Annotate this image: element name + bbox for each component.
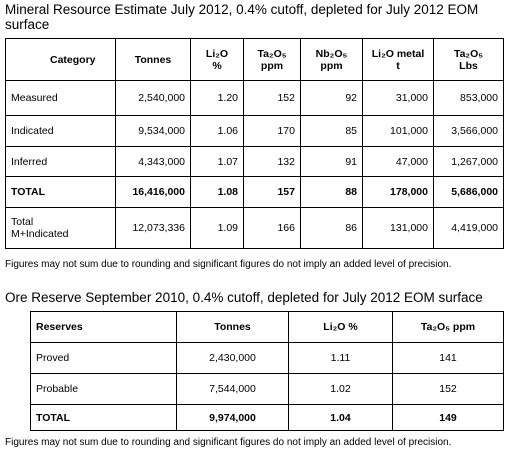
table-row: Indicated 9,534,000 1.06 170 85 101,000 3,566,… bbox=[5, 115, 504, 147]
table-cell: 88 bbox=[300, 176, 363, 208]
table-cell: 9,974,000 bbox=[176, 404, 289, 431]
table-cell: 1.02 bbox=[288, 373, 393, 405]
table-cell: 152 bbox=[392, 373, 504, 405]
table-cell: 4,343,000 bbox=[115, 146, 191, 177]
table-cell: 47,000 bbox=[362, 146, 434, 177]
table-row: Total M+Indicated 12,073,336 1.09 166 86 131,… bbox=[5, 207, 504, 249]
table-cell: 85 bbox=[300, 115, 363, 147]
table-cell: 1.20 bbox=[190, 80, 244, 116]
reserve-table: Reserves Tonnes Li₂O % Ta₂O₅ ppm Proved 2,430… bbox=[30, 311, 504, 431]
header-row: Reserves Tonnes Li₂O % Ta₂O₅ ppm bbox=[30, 311, 504, 343]
header-cell: Li₂O % bbox=[190, 38, 244, 81]
table-cell: 131,000 bbox=[362, 207, 434, 249]
table-row: Probable 7,544,000 1.02 152 bbox=[30, 373, 504, 405]
table-cell: 4,419,000 bbox=[433, 207, 504, 249]
table-cell: 1,267,000 bbox=[433, 146, 504, 177]
table-row: Measured 2,540,000 1.20 152 92 31,000 853,000 bbox=[5, 80, 504, 116]
table-cell: 2,540,000 bbox=[115, 80, 191, 116]
table-cell: 12,073,336 bbox=[115, 207, 191, 249]
table-cell: 157 bbox=[243, 176, 301, 208]
table-cell: 101,000 bbox=[362, 115, 434, 147]
header-cell: Ta₂O₅ Lbs bbox=[433, 38, 504, 81]
table-cell: 141 bbox=[392, 342, 504, 374]
table-cell: 2,430,000 bbox=[176, 342, 289, 374]
table-cell: Proved bbox=[30, 342, 177, 374]
table-cell: 1.06 bbox=[190, 115, 244, 147]
table-cell: 86 bbox=[300, 207, 363, 249]
table-cell: 170 bbox=[243, 115, 301, 147]
reserve-note: Figures may not sum due to rounding and … bbox=[5, 437, 452, 448]
table-cell: 9,534,000 bbox=[115, 115, 191, 147]
resource-table: Category Tonnes Li₂O % Ta₂O₅ ppm Nb₂O₅ ppm Li… bbox=[5, 38, 504, 249]
header-cell: Reserves bbox=[30, 311, 177, 343]
table-cell: 5,686,000 bbox=[433, 176, 504, 208]
resource-title: Mineral Resource Estimate July 2012, 0.4… bbox=[5, 2, 479, 32]
table-row: TOTAL 16,416,000 1.08 157 88 178,000 5,686,000 bbox=[5, 176, 504, 208]
table-cell: TOTAL bbox=[30, 404, 177, 431]
table-cell: 149 bbox=[392, 404, 504, 431]
table-cell: 16,416,000 bbox=[115, 176, 191, 208]
header-cell: Category bbox=[5, 38, 116, 81]
table-cell: 3,566,000 bbox=[433, 115, 504, 147]
table-row: Proved 2,430,000 1.11 141 bbox=[30, 342, 504, 374]
header-cell: Tonnes bbox=[176, 311, 289, 343]
table-cell: 853,000 bbox=[433, 80, 504, 116]
table-row: TOTAL 9,974,000 1.04 149 bbox=[30, 404, 504, 431]
table-cell: 91 bbox=[300, 146, 363, 177]
header-row: Category Tonnes Li₂O % Ta₂O₅ ppm Nb₂O₅ ppm Li… bbox=[5, 38, 504, 81]
table-cell: 1.04 bbox=[288, 404, 393, 431]
table-cell: TOTAL bbox=[5, 176, 116, 208]
table-cell: 7,544,000 bbox=[176, 373, 289, 405]
table-cell: 178,000 bbox=[362, 176, 434, 208]
table-cell: 166 bbox=[243, 207, 301, 249]
table-cell: Inferred bbox=[5, 146, 116, 177]
table-cell: 1.09 bbox=[190, 207, 244, 249]
table-cell: Measured bbox=[5, 80, 116, 116]
table-cell: 1.11 bbox=[288, 342, 393, 374]
table-cell: 1.08 bbox=[190, 176, 244, 208]
header-cell: Nb₂O₅ ppm bbox=[300, 38, 363, 81]
table-cell: 31,000 bbox=[362, 80, 434, 116]
table-cell: Total M+Indicated bbox=[5, 207, 116, 249]
table-cell: 92 bbox=[300, 80, 363, 116]
header-cell: Ta₂O₅ ppm bbox=[392, 311, 504, 343]
header-cell: Ta₂O₅ ppm bbox=[243, 38, 301, 81]
table-cell: 152 bbox=[243, 80, 301, 116]
table-cell: Probable bbox=[30, 373, 177, 405]
header-cell: Li₂O % bbox=[288, 311, 393, 343]
reserve-title: Ore Reserve September 2010, 0.4% cutoff,… bbox=[5, 290, 483, 305]
table-cell: 132 bbox=[243, 146, 301, 177]
table-cell: Indicated bbox=[5, 115, 116, 147]
resource-note: Figures may not sum due to rounding and … bbox=[5, 259, 452, 270]
table-cell: 1.07 bbox=[190, 146, 244, 177]
header-cell: Li₂O metal t bbox=[362, 38, 434, 81]
table-row: Inferred 4,343,000 1.07 132 91 47,000 1,267,00… bbox=[5, 146, 504, 177]
header-cell: Tonnes bbox=[115, 38, 191, 81]
